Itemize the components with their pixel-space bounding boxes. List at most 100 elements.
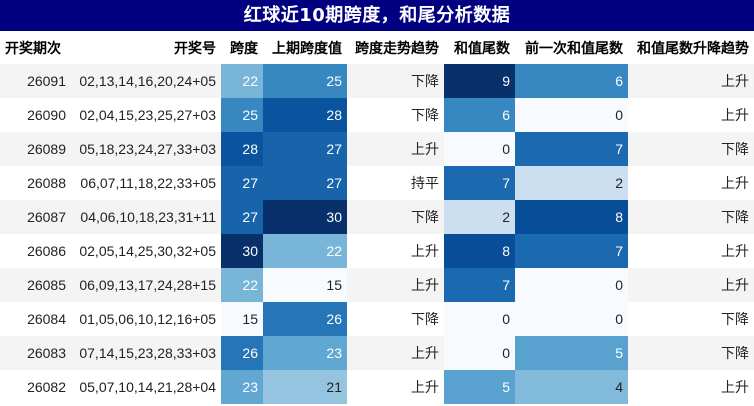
- cell-prev-span: 15: [263, 268, 347, 302]
- cell-prev-sum-tail: 7: [515, 234, 628, 268]
- header-prev-sum-tail: 前一次和值尾数: [515, 31, 628, 64]
- table-row: 26090 02,04,15,23,25,27+03 25 28 下降 6 0 上升: [0, 98, 754, 132]
- cell-span: 28: [221, 132, 263, 166]
- table-row: 26088 06,07,11,18,22,33+05 27 27 持平 7 2 上升: [0, 166, 754, 200]
- table-title: 红球近10期跨度，和尾分析数据: [0, 0, 754, 31]
- cell-sum-tail: 7: [444, 268, 515, 302]
- cell-span-trend: 下降: [347, 64, 444, 98]
- cell-sum-tail: 0: [444, 132, 515, 166]
- cell-span-trend: 上升: [347, 336, 444, 370]
- cell-sum-tail-trend: 下降: [628, 336, 754, 370]
- cell-prev-span: 28: [263, 98, 347, 132]
- cell-period: 26085: [0, 268, 71, 302]
- cell-prev-span: 26: [263, 302, 347, 336]
- cell-prev-sum-tail: 0: [515, 268, 628, 302]
- cell-sum-tail: 5: [444, 370, 515, 404]
- cell-sum-tail: 6: [444, 98, 515, 132]
- cell-numbers: 01,05,06,10,12,16+05: [71, 302, 221, 336]
- cell-numbers: 07,14,15,23,28,33+03: [71, 336, 221, 370]
- cell-prev-sum-tail: 0: [515, 98, 628, 132]
- header-span: 跨度: [221, 31, 263, 64]
- cell-span-trend: 下降: [347, 302, 444, 336]
- cell-prev-sum-tail: 0: [515, 302, 628, 336]
- cell-span: 23: [221, 370, 263, 404]
- analysis-table: 开奖期次 开奖号 跨度 上期跨度值 跨度走势趋势 和值尾数 前一次和值尾数 和值…: [0, 31, 754, 404]
- cell-span-trend: 上升: [347, 268, 444, 302]
- cell-sum-tail: 7: [444, 166, 515, 200]
- header-row: 开奖期次 开奖号 跨度 上期跨度值 跨度走势趋势 和值尾数 前一次和值尾数 和值…: [0, 31, 754, 64]
- cell-sum-tail-trend: 上升: [628, 64, 754, 98]
- header-numbers: 开奖号: [71, 31, 221, 64]
- cell-span-trend: 持平: [347, 166, 444, 200]
- cell-numbers: 02,05,14,25,30,32+05: [71, 234, 221, 268]
- table-row: 26087 04,06,10,18,23,31+11 27 30 下降 2 8 下降: [0, 200, 754, 234]
- cell-sum-tail: 9: [444, 64, 515, 98]
- table-row: 26091 02,13,14,16,20,24+05 22 25 下降 9 6 上升: [0, 64, 754, 98]
- cell-prev-span: 30: [263, 200, 347, 234]
- cell-numbers: 04,06,10,18,23,31+11: [71, 200, 221, 234]
- cell-sum-tail: 2: [444, 200, 515, 234]
- table-row: 26084 01,05,06,10,12,16+05 15 26 下降 0 0 下降: [0, 302, 754, 336]
- cell-prev-sum-tail: 7: [515, 132, 628, 166]
- cell-span: 22: [221, 268, 263, 302]
- header-prev-span: 上期跨度值: [263, 31, 347, 64]
- cell-span: 27: [221, 166, 263, 200]
- cell-sum-tail-trend: 上升: [628, 268, 754, 302]
- cell-sum-tail: 0: [444, 302, 515, 336]
- cell-period: 26091: [0, 64, 71, 98]
- header-span-trend: 跨度走势趋势: [347, 31, 444, 64]
- cell-sum-tail-trend: 下降: [628, 132, 754, 166]
- cell-prev-span: 22: [263, 234, 347, 268]
- cell-prev-sum-tail: 8: [515, 200, 628, 234]
- header-period: 开奖期次: [0, 31, 71, 64]
- cell-span: 26: [221, 336, 263, 370]
- cell-prev-sum-tail: 5: [515, 336, 628, 370]
- cell-period: 26084: [0, 302, 71, 336]
- cell-span: 25: [221, 98, 263, 132]
- cell-period: 26082: [0, 370, 71, 404]
- cell-prev-sum-tail: 6: [515, 64, 628, 98]
- cell-numbers: 06,09,13,17,24,28+15: [71, 268, 221, 302]
- cell-period: 26087: [0, 200, 71, 234]
- cell-sum-tail-trend: 上升: [628, 98, 754, 132]
- cell-sum-tail: 0: [444, 336, 515, 370]
- cell-prev-span: 27: [263, 132, 347, 166]
- table-row: 26086 02,05,14,25,30,32+05 30 22 上升 8 7 上升: [0, 234, 754, 268]
- table-row: 26085 06,09,13,17,24,28+15 22 15 上升 7 0 上升: [0, 268, 754, 302]
- table-row: 26089 05,18,23,24,27,33+03 28 27 上升 0 7 下降: [0, 132, 754, 166]
- cell-prev-span: 27: [263, 166, 347, 200]
- header-sum-tail-trend: 和值尾数升降趋势: [628, 31, 754, 64]
- cell-period: 26083: [0, 336, 71, 370]
- cell-prev-span: 25: [263, 64, 347, 98]
- cell-numbers: 02,13,14,16,20,24+05: [71, 64, 221, 98]
- cell-span-trend: 上升: [347, 370, 444, 404]
- cell-span-trend: 上升: [347, 234, 444, 268]
- cell-span: 15: [221, 302, 263, 336]
- cell-span: 27: [221, 200, 263, 234]
- header-sum-tail: 和值尾数: [444, 31, 515, 64]
- cell-period: 26090: [0, 98, 71, 132]
- table-row: 26082 05,07,10,14,21,28+04 23 21 上升 5 4 上升: [0, 370, 754, 404]
- table-row: 26083 07,14,15,23,28,33+03 26 23 上升 0 5 下降: [0, 336, 754, 370]
- cell-period: 26088: [0, 166, 71, 200]
- cell-prev-sum-tail: 4: [515, 370, 628, 404]
- cell-span-trend: 上升: [347, 132, 444, 166]
- table-body: 26091 02,13,14,16,20,24+05 22 25 下降 9 6 上升 26090…: [0, 64, 754, 404]
- cell-numbers: 06,07,11,18,22,33+05: [71, 166, 221, 200]
- cell-prev-span: 23: [263, 336, 347, 370]
- cell-span: 30: [221, 234, 263, 268]
- cell-period: 26089: [0, 132, 71, 166]
- cell-prev-sum-tail: 2: [515, 166, 628, 200]
- cell-sum-tail-trend: 下降: [628, 302, 754, 336]
- cell-sum-tail-trend: 上升: [628, 166, 754, 200]
- cell-span: 22: [221, 64, 263, 98]
- cell-period: 26086: [0, 234, 71, 268]
- cell-numbers: 05,07,10,14,21,28+04: [71, 370, 221, 404]
- cell-prev-span: 21: [263, 370, 347, 404]
- cell-numbers: 02,04,15,23,25,27+03: [71, 98, 221, 132]
- cell-span-trend: 下降: [347, 200, 444, 234]
- cell-sum-tail-trend: 上升: [628, 370, 754, 404]
- cell-sum-tail-trend: 下降: [628, 200, 754, 234]
- cell-span-trend: 下降: [347, 98, 444, 132]
